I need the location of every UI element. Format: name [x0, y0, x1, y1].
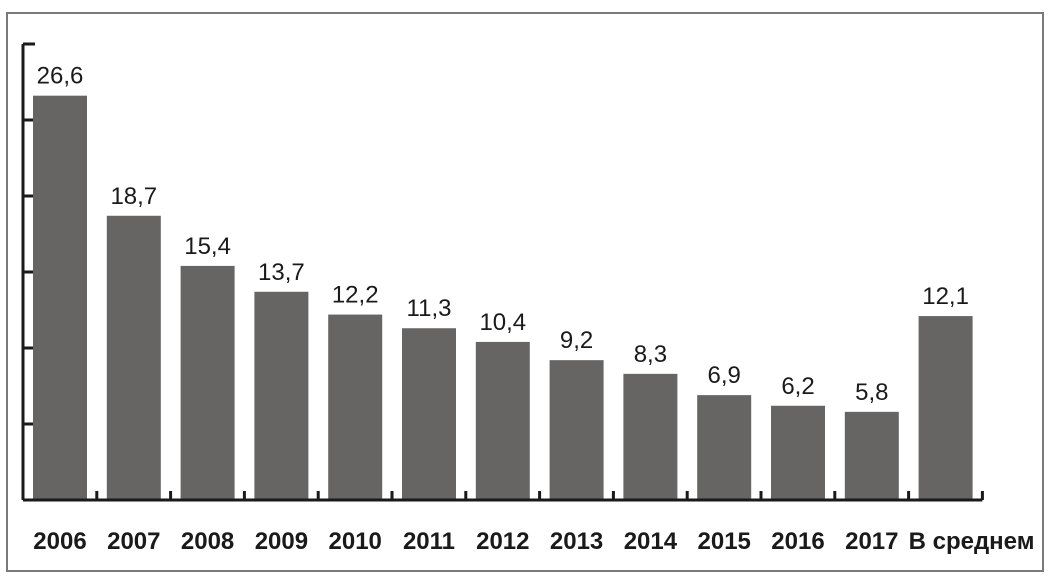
value-label-11: 5,8 — [855, 379, 888, 406]
bar-1 — [106, 215, 161, 500]
bar-2 — [180, 265, 235, 500]
category-label-8: 2014 — [624, 528, 678, 555]
value-labels-group: 26,6 18,7 15,4 13,7 12,2 11,3 10,4 9,2 8,3 6,9 6,2… — [37, 63, 969, 406]
category-label-2: 2008 — [181, 528, 234, 555]
value-label-7: 9,2 — [560, 327, 593, 354]
category-label-6: 2012 — [476, 528, 529, 555]
bar-7 — [549, 360, 604, 500]
bar-9 — [697, 395, 752, 500]
bar-12 — [918, 316, 973, 500]
bar-8 — [623, 373, 678, 500]
value-label-8: 8,3 — [634, 341, 667, 368]
bar-10 — [771, 405, 825, 500]
category-label-7: 2013 — [550, 528, 603, 555]
bar-0 — [33, 95, 87, 501]
bar-4 — [328, 314, 383, 500]
value-label-10: 6,2 — [781, 373, 814, 400]
value-label-2: 15,4 — [184, 233, 231, 260]
category-label-3: 2009 — [255, 528, 308, 555]
category-label-11: 2017 — [845, 528, 898, 555]
category-label-1: 2007 — [107, 528, 160, 555]
bar-11 — [844, 411, 899, 500]
category-label-5: 2011 — [403, 528, 455, 555]
value-label-12: 12,1 — [922, 283, 969, 310]
category-label-4: 2010 — [329, 528, 382, 555]
bars-group — [33, 95, 973, 501]
value-label-0: 26,6 — [37, 63, 84, 90]
bar-5 — [402, 328, 456, 500]
category-label-9: 2015 — [698, 528, 751, 555]
value-label-5: 11,3 — [407, 295, 452, 322]
value-label-3: 13,7 — [258, 259, 305, 286]
value-label-1: 18,7 — [110, 183, 157, 210]
category-label-12: В среднем — [909, 528, 1035, 555]
value-label-9: 6,9 — [708, 362, 741, 389]
value-label-6: 10,4 — [479, 309, 526, 336]
x-axis — [21, 491, 984, 502]
category-label-0: 2006 — [33, 528, 86, 555]
category-label-10: 2016 — [771, 528, 824, 555]
bar-6 — [475, 341, 530, 500]
bar-3 — [254, 291, 309, 500]
category-labels-group: 2006 2007 2008 2009 2010 2011 2012 2013 2014 2015… — [33, 528, 1034, 555]
value-label-4: 12,2 — [332, 282, 379, 309]
